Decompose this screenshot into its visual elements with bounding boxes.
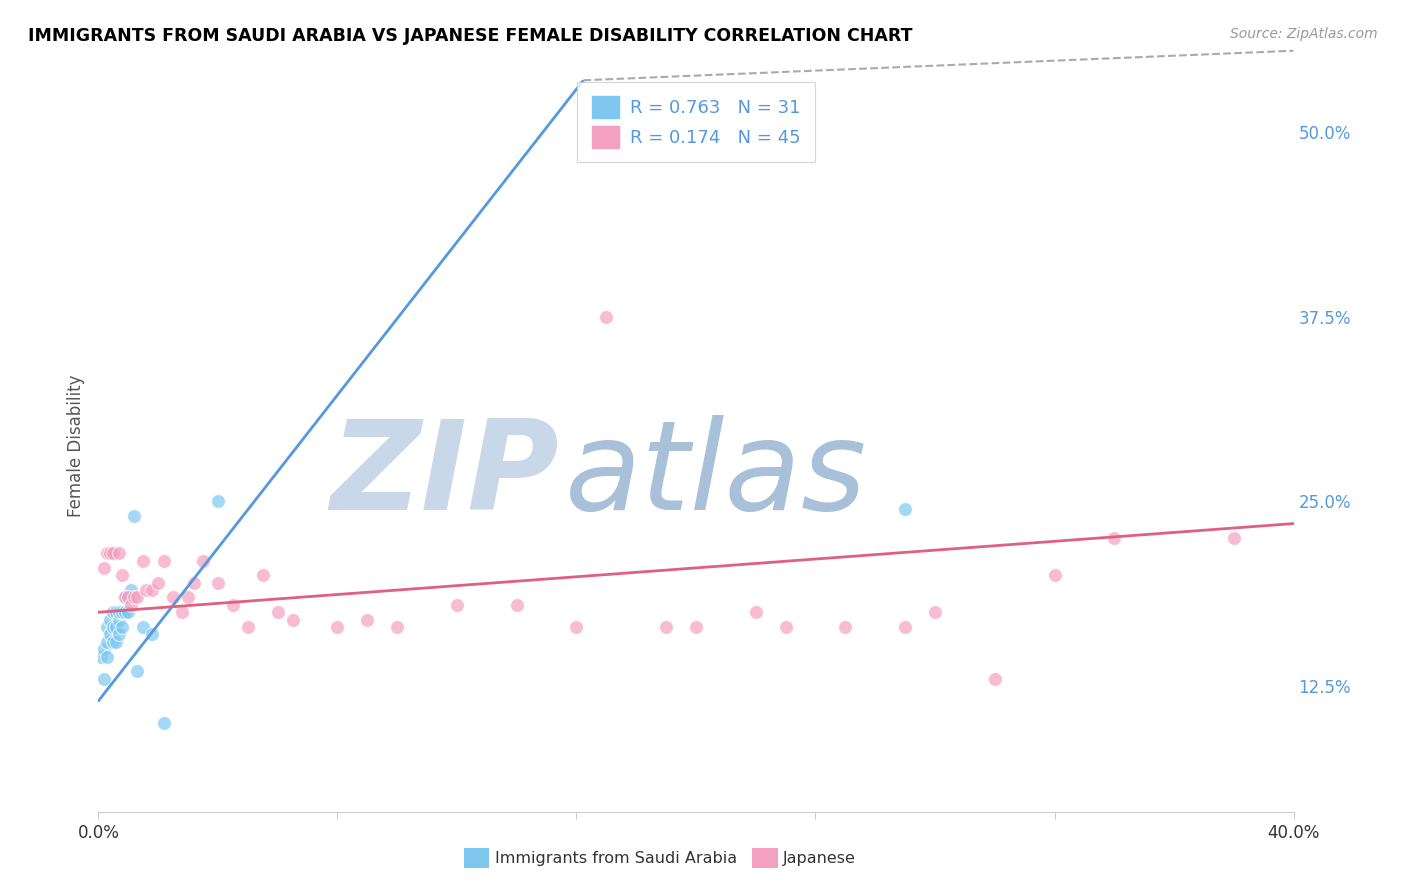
- Immigrants from Saudi Arabia: [120, 583, 142, 598]
- Immigrants from Saudi Arabia: [105, 634, 128, 648]
- Immigrants from Saudi Arabia: [114, 605, 136, 619]
- Japanese: [127, 591, 149, 605]
- Immigrants from Saudi Arabia: [127, 665, 149, 679]
- Japanese: [1104, 532, 1126, 546]
- Japanese: [132, 553, 155, 567]
- Immigrants from Saudi Arabia: [105, 620, 128, 634]
- Japanese: [1043, 568, 1066, 582]
- Immigrants from Saudi Arabia: [96, 620, 118, 634]
- Japanese: [775, 620, 797, 634]
- Immigrants from Saudi Arabia: [894, 501, 917, 516]
- Immigrants from Saudi Arabia: [93, 642, 115, 657]
- Japanese: [183, 575, 205, 590]
- Japanese: [93, 561, 115, 575]
- Immigrants from Saudi Arabia: [96, 634, 118, 648]
- Japanese: [108, 546, 131, 560]
- Immigrants from Saudi Arabia: [108, 605, 131, 619]
- Japanese: [326, 620, 349, 634]
- Japanese: [595, 310, 617, 324]
- Text: atlas: atlas: [565, 415, 866, 536]
- Immigrants from Saudi Arabia: [108, 613, 131, 627]
- Japanese: [162, 591, 184, 605]
- Immigrants from Saudi Arabia: [103, 634, 125, 648]
- Japanese: [135, 583, 157, 598]
- Japanese: [685, 620, 707, 634]
- Immigrants from Saudi Arabia: [207, 494, 229, 508]
- Japanese: [281, 613, 304, 627]
- Immigrants from Saudi Arabia: [111, 605, 134, 619]
- Immigrants from Saudi Arabia: [103, 620, 125, 634]
- Japanese: [177, 591, 200, 605]
- Japanese: [834, 620, 856, 634]
- Immigrants from Saudi Arabia: [105, 605, 128, 619]
- Japanese: [894, 620, 917, 634]
- Text: IMMIGRANTS FROM SAUDI ARABIA VS JAPANESE FEMALE DISABILITY CORRELATION CHART: IMMIGRANTS FROM SAUDI ARABIA VS JAPANESE…: [28, 27, 912, 45]
- Immigrants from Saudi Arabia: [103, 605, 125, 619]
- Legend: R = 0.763   N = 31, R = 0.174   N = 45: R = 0.763 N = 31, R = 0.174 N = 45: [578, 82, 814, 162]
- Immigrants from Saudi Arabia: [93, 672, 115, 686]
- Immigrants from Saudi Arabia: [108, 627, 131, 641]
- Japanese: [984, 672, 1007, 686]
- Japanese: [745, 605, 768, 619]
- Immigrants from Saudi Arabia: [117, 591, 139, 605]
- Japanese: [103, 546, 125, 560]
- Japanese: [222, 598, 245, 612]
- Immigrants from Saudi Arabia: [141, 627, 163, 641]
- Immigrants from Saudi Arabia: [111, 620, 134, 634]
- Japanese: [111, 568, 134, 582]
- Japanese: [148, 575, 170, 590]
- Immigrants from Saudi Arabia: [98, 613, 122, 627]
- Text: Immigrants from Saudi Arabia: Immigrants from Saudi Arabia: [495, 851, 737, 865]
- Japanese: [356, 613, 378, 627]
- Immigrants from Saudi Arabia: [98, 627, 122, 641]
- Japanese: [506, 598, 529, 612]
- Japanese: [446, 598, 468, 612]
- Text: Source: ZipAtlas.com: Source: ZipAtlas.com: [1230, 27, 1378, 41]
- Y-axis label: Female Disability: Female Disability: [66, 375, 84, 517]
- Japanese: [98, 546, 122, 560]
- Japanese: [1223, 532, 1246, 546]
- Immigrants from Saudi Arabia: [153, 716, 176, 731]
- Immigrants from Saudi Arabia: [124, 509, 146, 524]
- Japanese: [153, 553, 176, 567]
- Japanese: [655, 620, 678, 634]
- Japanese: [252, 568, 274, 582]
- Japanese: [924, 605, 946, 619]
- Japanese: [117, 591, 139, 605]
- Japanese: [191, 553, 214, 567]
- Text: Japanese: Japanese: [783, 851, 856, 865]
- Text: ZIP: ZIP: [330, 415, 558, 536]
- Immigrants from Saudi Arabia: [90, 649, 112, 664]
- Japanese: [120, 598, 142, 612]
- Japanese: [267, 605, 290, 619]
- Japanese: [236, 620, 259, 634]
- Japanese: [565, 620, 588, 634]
- Japanese: [141, 583, 163, 598]
- Japanese: [114, 591, 136, 605]
- Japanese: [385, 620, 409, 634]
- Immigrants from Saudi Arabia: [117, 605, 139, 619]
- Immigrants from Saudi Arabia: [132, 620, 155, 634]
- Immigrants from Saudi Arabia: [114, 591, 136, 605]
- Japanese: [124, 591, 146, 605]
- Japanese: [207, 575, 229, 590]
- Japanese: [172, 605, 194, 619]
- Japanese: [96, 546, 118, 560]
- Immigrants from Saudi Arabia: [96, 649, 118, 664]
